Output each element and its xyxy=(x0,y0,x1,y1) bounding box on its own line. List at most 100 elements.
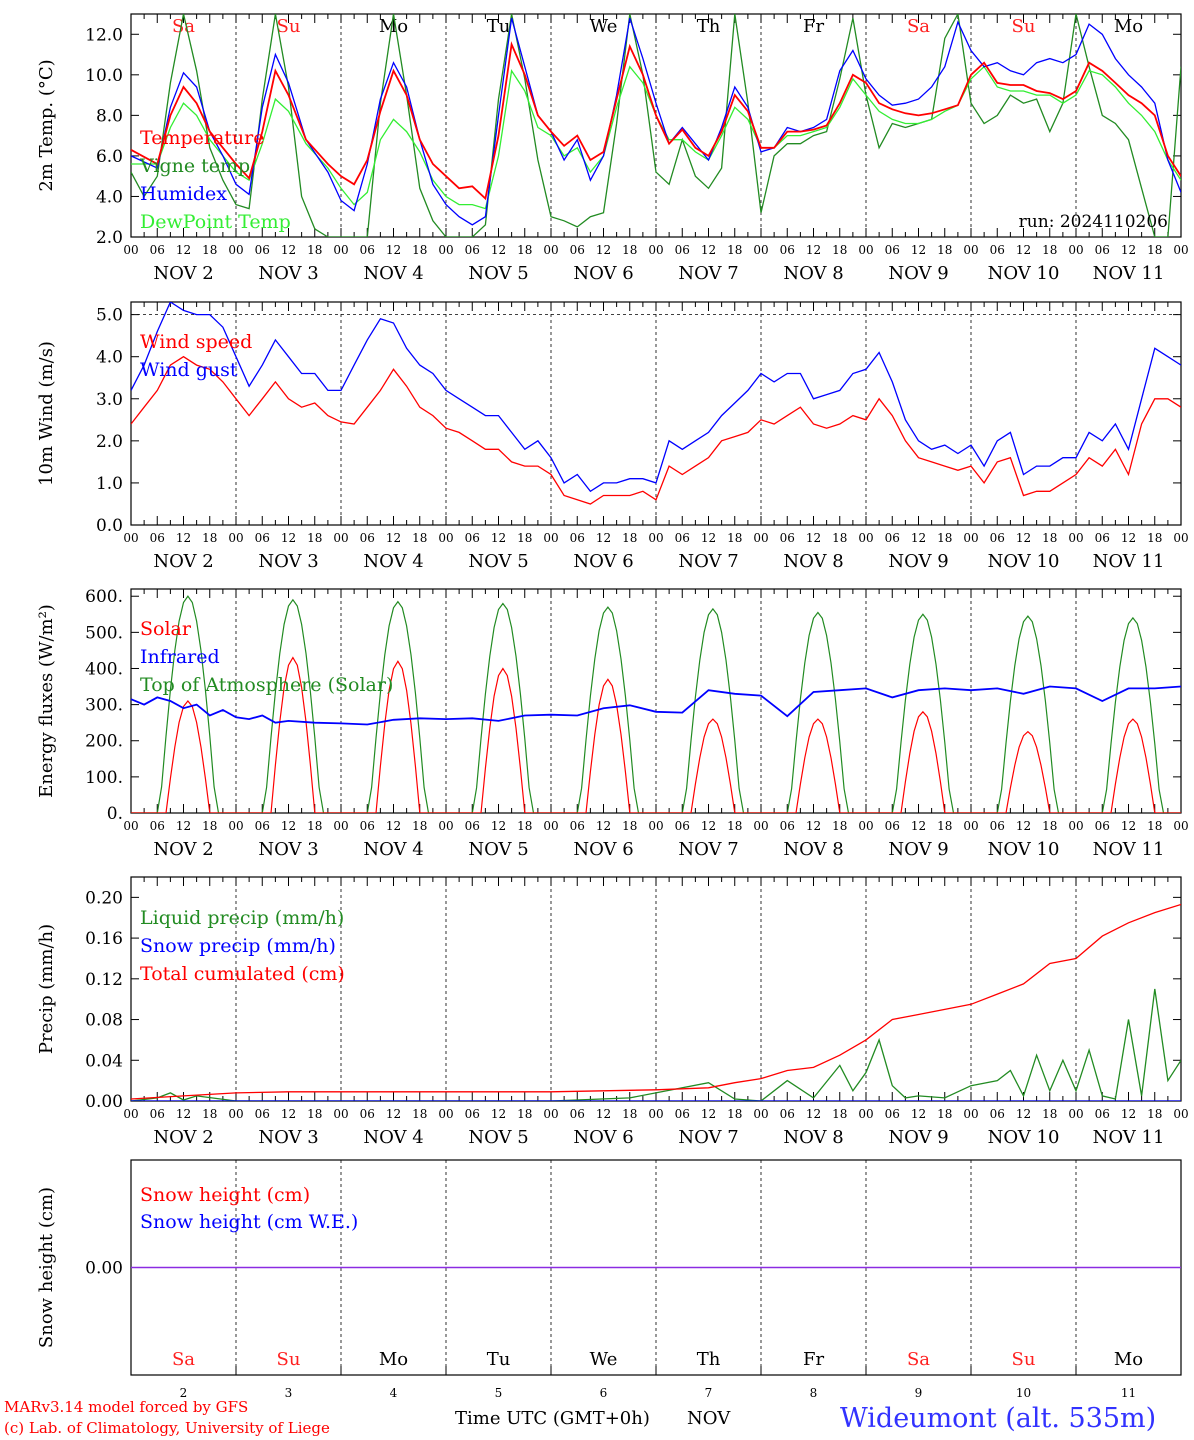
hour-tick-label: 06 xyxy=(360,1107,375,1121)
hour-tick-label: 12 xyxy=(491,243,506,257)
date-label: NOV 8 xyxy=(783,263,843,284)
weekday-label: Su xyxy=(277,1349,301,1370)
hour-tick-label: 00 xyxy=(123,243,138,257)
hour-tick-label: 18 xyxy=(937,819,952,833)
hour-tick-label: 12 xyxy=(701,531,716,545)
hour-tick-label: 12 xyxy=(701,1107,716,1121)
x-axis-label: Time UTC (GMT+0h) xyxy=(455,1408,650,1429)
hour-tick-label: 06 xyxy=(360,531,375,545)
hour-tick-label: 12 xyxy=(176,1107,191,1121)
date-label: NOV 3 xyxy=(258,1127,318,1148)
date-label: NOV 6 xyxy=(573,263,633,284)
series-group xyxy=(131,903,1181,1101)
panel-snow: 0.00 Snow height (cm) Sa Su Mo Tu We Th Fr Sa Su Mo… xyxy=(36,1159,1182,1400)
hour-tick-label: 00 xyxy=(543,243,558,257)
date-label: NOV 3 xyxy=(258,839,318,860)
y-axis-label: Precip (mm/h) xyxy=(36,924,57,1054)
hour-tick-label: 06 xyxy=(675,531,690,545)
y-tick-label: 3.0 xyxy=(96,390,123,410)
date-label: NOV 9 xyxy=(888,263,948,284)
hour-tick-label: 18 xyxy=(1042,819,1057,833)
hour-tick-label: 18 xyxy=(727,243,742,257)
hour-tick-label: 00 xyxy=(333,243,348,257)
y-tick-label: 0.16 xyxy=(85,929,123,949)
series-wind-speed xyxy=(131,355,1181,505)
hour-tick-label: 12 xyxy=(386,243,401,257)
hour-tick-label: 00 xyxy=(753,819,768,833)
date-label: NOV 7 xyxy=(678,551,738,572)
y-tick-label: 8.0 xyxy=(96,106,123,126)
y-tick-label: 4.0 xyxy=(96,348,123,368)
weekday-label: Mo xyxy=(1114,16,1143,37)
date-label: NOV 4 xyxy=(363,551,423,572)
hour-tick-label: 06 xyxy=(885,1107,900,1121)
hour-tick-label: 18 xyxy=(622,819,637,833)
hour-tick-label: 00 xyxy=(648,1107,663,1121)
y-axis-label: Energy fluxes (W/m²) xyxy=(36,604,57,798)
hour-tick-label: 00 xyxy=(963,243,978,257)
hour-tick-label: 06 xyxy=(1095,243,1110,257)
weekday-label: Su xyxy=(1012,16,1036,37)
hour-tick-label: 18 xyxy=(412,243,427,257)
weekday-label: Mo xyxy=(379,16,408,37)
date-label: NOV 7 xyxy=(678,1127,738,1148)
y-tick-label: 600. xyxy=(85,587,123,607)
day-number-label: 11 xyxy=(1121,1386,1136,1400)
weekday-label: Sa xyxy=(172,16,195,37)
date-label: NOV 4 xyxy=(363,1127,423,1148)
hour-tick-label: 00 xyxy=(648,819,663,833)
hour-tick-label: 00 xyxy=(648,531,663,545)
hour-tick-label: 18 xyxy=(202,819,217,833)
y-tick-label: 10.0 xyxy=(85,66,123,86)
series-temperature xyxy=(131,41,1181,201)
hour-tick-label: 18 xyxy=(1042,243,1057,257)
panel-wind: 0.0 1.0 2.0 3.0 4.0 5.0 10m Wind (m/s) 00 06 12 18… xyxy=(36,301,1189,572)
legend-item: Wind gust xyxy=(140,359,238,381)
day-number-label: 5 xyxy=(495,1386,503,1400)
date-label: NOV 10 xyxy=(988,263,1060,284)
hour-tick-label: 18 xyxy=(202,531,217,545)
hour-tick-label: 18 xyxy=(517,531,532,545)
hour-tick-label: 18 xyxy=(1042,1107,1057,1121)
day-number-label: 9 xyxy=(915,1386,923,1400)
day-number-label: 6 xyxy=(600,1386,608,1400)
hour-tick-label: 06 xyxy=(570,243,585,257)
hour-tick-label: 06 xyxy=(255,531,270,545)
hour-tick-label: 12 xyxy=(1016,531,1031,545)
hour-tick-label: 00 xyxy=(1173,1107,1188,1121)
date-label: NOV 3 xyxy=(258,263,318,284)
date-label: NOV 8 xyxy=(783,839,843,860)
model-credit: MARv3.14 model forced by GFS xyxy=(4,1398,248,1416)
hour-tick-label: 18 xyxy=(832,1107,847,1121)
date-label: NOV 2 xyxy=(153,551,213,572)
hour-tick-label: 06 xyxy=(675,243,690,257)
hour-tick-label: 12 xyxy=(491,531,506,545)
hour-tick-label: 06 xyxy=(885,243,900,257)
date-label: NOV 4 xyxy=(363,263,423,284)
legend-item: Infrared xyxy=(140,646,220,668)
hour-tick-label: 00 xyxy=(858,531,873,545)
hour-tick-label: 12 xyxy=(386,819,401,833)
hour-tick-label: 18 xyxy=(1147,243,1162,257)
hour-tick-label: 00 xyxy=(1068,819,1083,833)
weekday-label: Tu xyxy=(487,1349,511,1370)
y-tick-label: 6.0 xyxy=(96,147,123,167)
date-label: NOV 5 xyxy=(468,551,528,572)
hour-tick-label: 00 xyxy=(1173,243,1188,257)
hour-tick-label: 06 xyxy=(1095,1107,1110,1121)
hour-tick-label: 18 xyxy=(727,531,742,545)
hour-tick-label: 06 xyxy=(465,243,480,257)
hour-tick-label: 18 xyxy=(1147,531,1162,545)
hour-tick-label: 06 xyxy=(780,819,795,833)
weekday-label: Sa xyxy=(907,1349,930,1370)
hour-tick-label: 06 xyxy=(885,531,900,545)
date-label: NOV 9 xyxy=(888,551,948,572)
hour-tick-label: 00 xyxy=(228,531,243,545)
day-number-label: 3 xyxy=(285,1386,293,1400)
date-label: NOV 10 xyxy=(988,839,1060,860)
hour-tick-label: 12 xyxy=(806,531,821,545)
date-label: NOV 10 xyxy=(988,1127,1060,1148)
run-label: run: 2024110206 xyxy=(1019,212,1168,232)
hour-tick-label: 00 xyxy=(648,243,663,257)
